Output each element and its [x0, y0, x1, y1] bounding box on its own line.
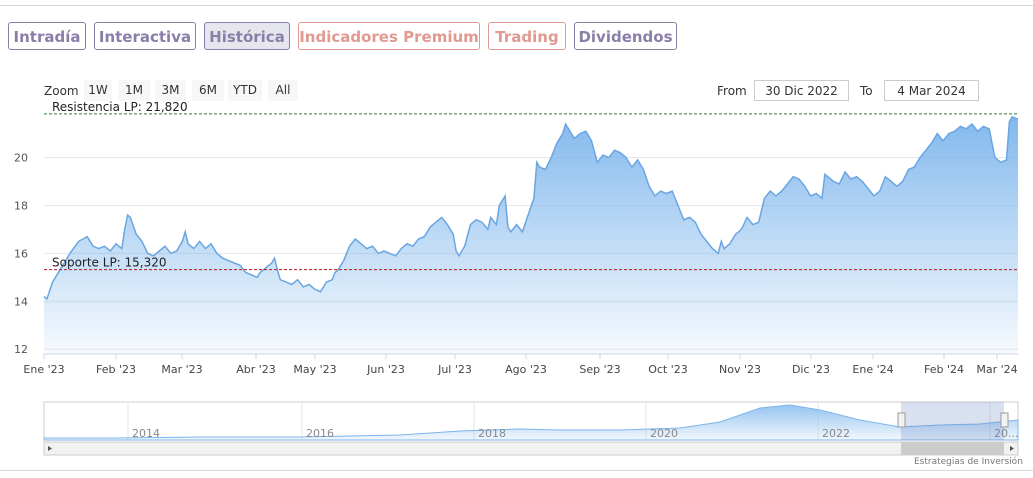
tab-1[interactable]: Interactiva — [94, 22, 196, 50]
tab-3[interactable]: Indicadores Premium — [298, 22, 480, 50]
x-tick-label-5: Jun '23 — [366, 363, 405, 376]
navigator-tick-label-1: 2016 — [306, 427, 334, 440]
tab-2[interactable]: Histórica — [204, 22, 290, 50]
x-tick-label-14: Mar '24 — [976, 363, 1017, 376]
x-tick-label-0: Ene '23 — [23, 363, 64, 376]
navigator-handle-1[interactable] — [1000, 412, 1009, 428]
x-tick-label-13: Feb '24 — [924, 363, 964, 376]
y-tick-label-0: 12 — [14, 343, 28, 356]
scroll-right-arrow-icon[interactable] — [1010, 446, 1014, 451]
x-tick-label-7: Ago '23 — [505, 363, 547, 376]
x-tick-label-6: Jul '23 — [437, 363, 472, 376]
credit-text: Estrategias de Inversión — [914, 457, 1023, 467]
y-tick-label-3: 18 — [14, 199, 28, 212]
x-tick-label-3: Abr '23 — [236, 363, 276, 376]
x-tick-label-1: Feb '23 — [96, 363, 136, 376]
navigator-tick-label-4: 2022 — [822, 427, 850, 440]
y-tick-label-1: 14 — [14, 295, 28, 308]
navigator-tick-label-0: 2014 — [132, 427, 160, 440]
to-date-input[interactable]: 4 Mar 2024 — [884, 80, 979, 101]
price-line — [43, 115, 1019, 301]
to-label: To — [860, 84, 873, 98]
x-tick-label-4: May '23 — [293, 363, 336, 376]
y-tick-label-4: 20 — [14, 152, 28, 165]
tab-0[interactable]: Intradía — [8, 22, 86, 50]
zoom-button-5[interactable]: All — [268, 80, 298, 101]
navigator-tick-label-2: 2018 — [478, 427, 506, 440]
x-tick-label-10: Nov '23 — [719, 363, 761, 376]
navigator[interactable]: 2014 2016 2018 2020 2022 20... — [43, 401, 1019, 456]
x-tick-label-8: Sep '23 — [579, 363, 620, 376]
zoom-button-4[interactable]: YTD — [228, 80, 262, 101]
navigator-selection[interactable] — [901, 402, 1004, 440]
zoom-button-0[interactable]: 1W — [84, 80, 112, 101]
price-area — [44, 116, 1018, 354]
scroll-left-arrow-icon[interactable] — [48, 446, 52, 451]
from-label: From — [717, 84, 747, 98]
bottom-divider — [0, 470, 1033, 471]
navigator-series — [43, 404, 1019, 441]
zoom-button-3[interactable]: 6M — [192, 80, 224, 101]
navigator-tick-label-3: 2020 — [650, 427, 678, 440]
zoom-button-2[interactable]: 3M — [155, 80, 186, 101]
x-tick-label-11: Dic '23 — [792, 363, 830, 376]
x-tick-label-12: Ene '24 — [852, 363, 893, 376]
tab-5[interactable]: Dividendos — [574, 22, 677, 50]
from-date-input[interactable]: 30 Dic 2022 — [754, 80, 849, 101]
zoom-button-1[interactable]: 1M — [118, 80, 150, 101]
top-divider — [0, 5, 1033, 6]
tab-4[interactable]: Trading — [488, 22, 566, 50]
x-tick-label-9: Oct '23 — [648, 363, 688, 376]
navigator-handle-0[interactable] — [897, 412, 906, 428]
annotation-label-0: Resistencia LP: 21,820 — [52, 100, 188, 114]
annotation-label-1: Soporte LP: 15,320 — [52, 256, 167, 270]
zoom-label: Zoom — [44, 84, 79, 98]
navigator-scrollbar[interactable] — [43, 441, 1019, 456]
scrollbar-thumb[interactable] — [901, 442, 1004, 455]
navigator-tick-label-5: 20... — [994, 427, 1019, 440]
x-tick-label-2: Mar '23 — [161, 363, 202, 376]
navigator-frame — [43, 401, 1019, 441]
y-tick-label-2: 16 — [14, 247, 28, 260]
